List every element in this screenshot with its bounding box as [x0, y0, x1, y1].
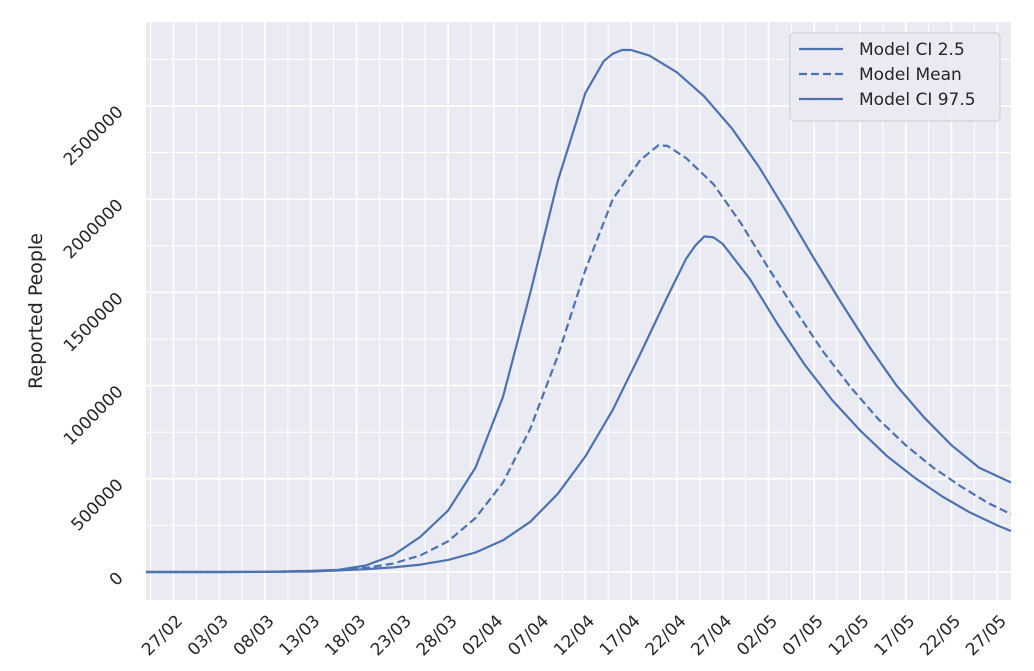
x-tick-label: 22/04 [642, 611, 691, 660]
y-tick-label: 0 [106, 568, 128, 590]
y-tick-label: 500000 [67, 475, 127, 535]
x-tick-label: 28/03 [413, 611, 462, 660]
x-tick-label: 02/05 [733, 611, 782, 660]
x-tick-label: 03/03 [184, 611, 233, 660]
grid [146, 22, 1011, 600]
x-tick-label: 02/04 [459, 611, 508, 660]
series-layer [146, 48, 1012, 574]
y-axis-label: Reported People [25, 233, 47, 389]
x-tick-label: 07/04 [504, 611, 553, 660]
x-tick-label: 27/02 [138, 611, 187, 660]
x-tick-label: 12/05 [825, 611, 874, 660]
y-tick-labels: 0 500000 1000000 1500000 2000000 2500000 [60, 102, 128, 590]
y-tick-label: 1500000 [60, 289, 128, 357]
x-tick-label: 12/04 [550, 611, 599, 660]
y-tick-label: 2500000 [60, 102, 128, 170]
x-tick-label: 27/05 [962, 611, 1011, 660]
x-tick-label: 23/03 [367, 611, 416, 660]
series-line-model-ci-97-5 [146, 48, 1012, 574]
legend-label: Model CI 2.5 [859, 40, 965, 60]
x-tick-label: 18/03 [321, 611, 370, 660]
x-tick-labels: 27/0203/0308/0313/0318/0323/0328/0302/04… [138, 611, 1011, 660]
x-tick-label: 17/04 [596, 611, 645, 660]
y-tick-label: 2000000 [60, 196, 128, 264]
x-tick-label: 07/05 [779, 611, 828, 660]
x-tick-label: 22/05 [916, 611, 965, 660]
x-tick-label: 08/03 [230, 611, 279, 660]
x-tick-label: 27/04 [687, 611, 736, 660]
x-tick-label: 13/03 [276, 611, 325, 660]
y-tick-label: 1000000 [60, 382, 128, 450]
x-tick-label: 17/05 [870, 611, 919, 660]
legend: Model CI 2.5 Model Mean Model CI 97.5 [789, 32, 1001, 122]
legend-label: Model Mean [859, 65, 962, 85]
legend-label: Model CI 97.5 [859, 90, 976, 110]
